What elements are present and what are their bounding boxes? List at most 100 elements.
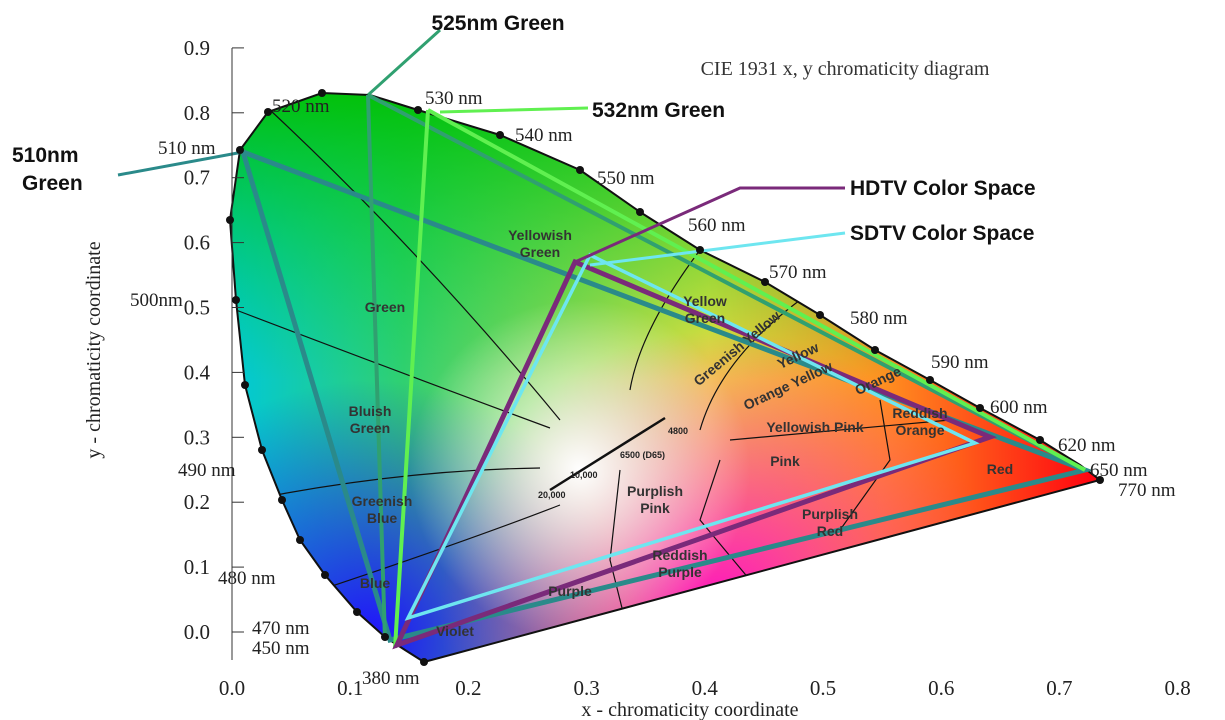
region-label: Blue (367, 510, 398, 526)
wavelength-label: 480 nm (218, 568, 276, 589)
region-label: Yellow (683, 293, 727, 309)
region-label: Pink (770, 453, 800, 469)
y-tick-label: 0.8 (184, 101, 210, 125)
y-tick-label: 0.0 (184, 620, 210, 644)
region-label: Yellowish Pink (766, 419, 863, 435)
locus-dot (414, 106, 422, 114)
callout-lines (117, 28, 846, 267)
wavelength-label: 490 nm (178, 460, 236, 481)
locus-dot (236, 146, 244, 154)
y-tick-label: 0.4 (184, 360, 211, 384)
callout: SDTV Color Space (850, 222, 1034, 245)
x-axis-label: x - chromaticity coordinate (581, 699, 798, 720)
region-label: Red (987, 461, 1013, 477)
x-tick-label: 0.2 (455, 676, 481, 700)
locus-dot (321, 571, 329, 579)
locus-dot (696, 246, 704, 254)
title: CIE 1931 x, y chromaticity diagram (701, 58, 990, 80)
locus-dot (353, 608, 361, 616)
y-tick-label: 0.1 (184, 555, 210, 579)
y-tick-label: 0.2 (184, 490, 210, 514)
temperature-label: 6500 (D65) (620, 450, 665, 460)
wavelength-label: 530 nm (425, 88, 483, 109)
locus-dot (296, 536, 304, 544)
temperature-label: 20,000 (538, 490, 566, 500)
wavelength-label: 770 nm (1118, 480, 1176, 501)
callout: HDTV Color Space (850, 177, 1036, 200)
y-tick-label: 0.9 (184, 36, 210, 60)
wavelength-label: 590 nm (931, 352, 989, 373)
region-label: Yellowish (508, 227, 572, 243)
temperature-label: 4800 (668, 426, 688, 436)
wavelength-label: 550 nm (597, 168, 655, 189)
y-tick-label: 0.3 (184, 425, 210, 449)
wavelength-label: 650 nm (1090, 460, 1148, 481)
region-label: Green (365, 299, 405, 315)
wavelength-label: 520 nm (272, 96, 330, 117)
x-tick-label: 0.0 (219, 676, 245, 700)
locus-dot (258, 446, 266, 454)
wavelength-label: 510 nm (158, 138, 216, 159)
locus-dot (420, 658, 428, 666)
x-tick-label: 0.1 (337, 676, 363, 700)
locus-dot (1096, 476, 1104, 484)
wavelength-label: 380 nm (362, 668, 420, 689)
locus-dot (226, 216, 234, 224)
region-label: Greenish (352, 493, 413, 509)
locus-dot (232, 296, 240, 304)
locus-dot (278, 496, 286, 504)
x-tick-label: 0.7 (1046, 676, 1072, 700)
locus-dot (381, 633, 389, 641)
locus-dot (926, 376, 934, 384)
wavelength-label: 540 nm (515, 125, 573, 146)
region-label: Green (520, 244, 560, 260)
callout: 510nm (12, 144, 79, 167)
region-label: Green (350, 420, 390, 436)
x-tick-label: 0.6 (928, 676, 954, 700)
locus-dot (241, 381, 249, 389)
locus-dot (976, 404, 984, 412)
region-label: Pink (640, 500, 670, 516)
locus-dot (1036, 436, 1044, 444)
callout: Green (22, 172, 83, 195)
region-label: Purplish (627, 483, 683, 499)
y-tick-label: 0.7 (184, 166, 210, 190)
region-label: Violet (436, 623, 474, 639)
wavelength-label: 570 nm (769, 262, 827, 283)
locus-dot (816, 311, 824, 319)
wavelength-label: 470 nm (252, 618, 310, 639)
wavelength-label: 450 nm (252, 638, 310, 659)
locus-dot (761, 278, 769, 286)
x-tick-label: 0.8 (1164, 676, 1190, 700)
region-label: Green (685, 310, 725, 326)
locus-dot (871, 346, 879, 354)
wavelength-label: 560 nm (688, 215, 746, 236)
x-tick-label: 0.4 (692, 676, 719, 700)
callout: 525nm Green (431, 12, 564, 35)
locus-dot (318, 89, 326, 97)
x-tick-label: 0.5 (810, 676, 836, 700)
temperature-label: 10,000 (570, 470, 598, 480)
y-axis-label: y - chromaticity coordinate (83, 241, 105, 458)
region-label: Purple (548, 583, 592, 599)
region-label: Purple (658, 564, 702, 580)
region-label: Red (817, 523, 843, 539)
x-tick-label: 0.3 (573, 676, 599, 700)
wavelength-label: 580 nm (850, 308, 908, 329)
region-label: Blue (360, 575, 391, 591)
locus-dot (576, 166, 584, 174)
callout: 532nm Green (592, 99, 725, 122)
locus-dot (264, 108, 272, 116)
gamut-fill (230, 93, 1100, 662)
wavelength-label: 500nm (130, 290, 183, 311)
gamut-triangles (239, 93, 1094, 650)
region-label: Reddish (652, 547, 707, 563)
y-tick-label: 0.5 (184, 296, 210, 320)
region-label: Orange (895, 422, 944, 438)
locus-dot (496, 131, 504, 139)
locus-dot (636, 208, 644, 216)
region-label: Reddish (892, 405, 947, 421)
region-label: Bluish (349, 403, 392, 419)
wavelength-label: 600 nm (990, 397, 1048, 418)
